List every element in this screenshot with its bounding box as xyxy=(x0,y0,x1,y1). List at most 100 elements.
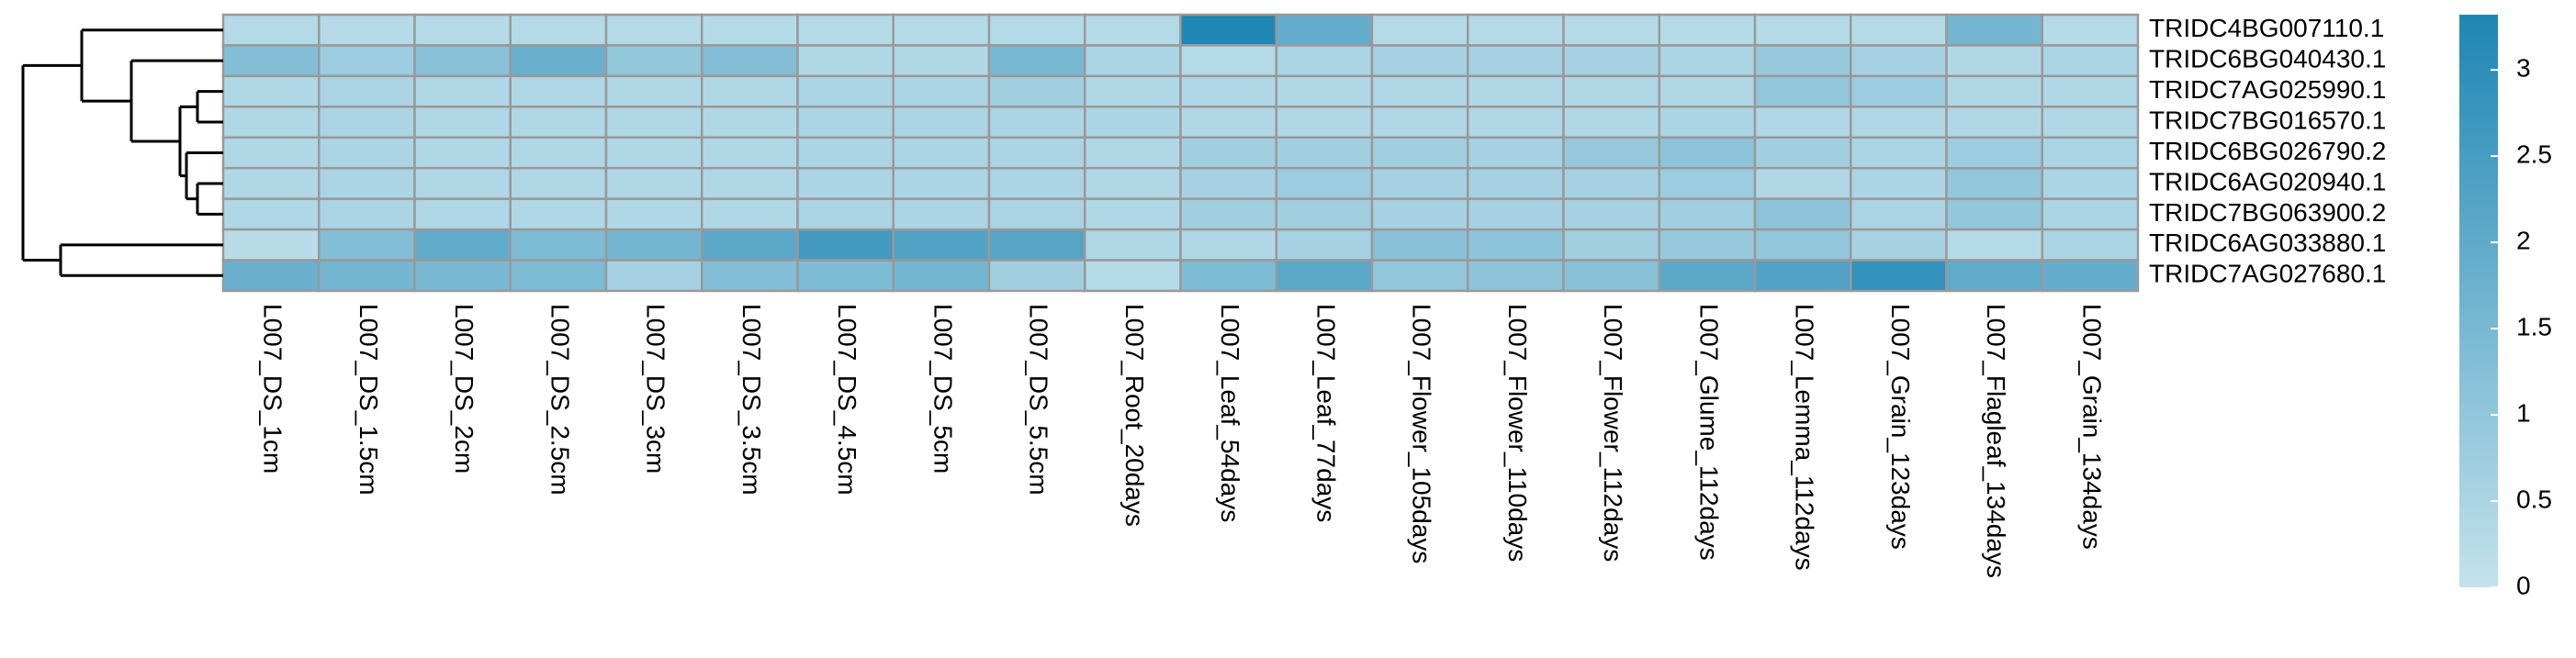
heatmap-cell xyxy=(1370,13,1469,47)
heatmap-cell xyxy=(796,136,894,170)
heatmap-cell xyxy=(1658,166,1757,200)
row-label: TRIDC6AG020940.1 xyxy=(2149,167,2386,195)
heatmap-cell xyxy=(1850,44,1948,78)
heatmap-cell xyxy=(1753,136,1852,170)
heatmap-cell xyxy=(701,44,799,78)
heatmap-cell xyxy=(892,136,991,170)
heatmap-cell xyxy=(2041,259,2140,293)
heatmap-cell xyxy=(1850,106,1948,139)
heatmap-cell xyxy=(892,197,991,231)
heatmap-cell xyxy=(221,136,321,170)
heatmap-cell xyxy=(701,197,799,231)
heatmap-cell xyxy=(318,259,416,293)
heatmap-cell xyxy=(1850,136,1948,170)
heatmap-cell xyxy=(1945,13,2043,47)
heatmap-cell xyxy=(604,13,703,47)
column-label: L007_Flower_112days xyxy=(1599,304,1627,562)
column-label: L007_Grain_123days xyxy=(1886,304,1915,550)
column-label: L007_Flower_105days xyxy=(1408,304,1436,563)
heatmap-cell xyxy=(509,74,608,108)
heatmap-cell xyxy=(1179,228,1277,262)
heatmap-cell xyxy=(221,74,321,108)
colorbar-tick-label: 2 xyxy=(2516,226,2531,254)
heatmap-cell xyxy=(2041,228,2140,262)
heatmap-cell xyxy=(1179,166,1277,200)
heatmap-cell xyxy=(1850,13,1948,47)
heatmap-cell xyxy=(509,166,608,200)
heatmap-cell xyxy=(1275,44,1374,78)
heatmap-cell xyxy=(1275,74,1374,108)
column-label: L007_Lemma_112days xyxy=(1791,304,1819,571)
heatmap-cell xyxy=(796,166,894,200)
heatmap-cell xyxy=(221,197,321,231)
heatmap-cell xyxy=(1850,259,1948,293)
heatmap-cell xyxy=(1370,166,1469,200)
column-label: L007_Leaf_54days xyxy=(1216,304,1244,522)
heatmap-cell xyxy=(987,197,1086,231)
heatmap-cell xyxy=(796,259,894,293)
heatmap-cell xyxy=(1753,13,1852,47)
heatmap-cell xyxy=(1850,74,1948,108)
heatmap-cell xyxy=(1562,13,1660,47)
heatmap-cell xyxy=(1370,197,1469,231)
heatmap-cell xyxy=(318,228,416,262)
row-label: TRIDC7AG025990.1 xyxy=(2149,75,2386,104)
heatmap-cell xyxy=(1562,44,1660,78)
heatmap-cell xyxy=(509,228,608,262)
heatmap-cell xyxy=(1562,197,1660,231)
heatmap-cell xyxy=(318,44,416,78)
heatmap-cell xyxy=(413,259,512,293)
heatmap-cell xyxy=(1467,106,1565,139)
heatmap-cell xyxy=(1945,259,2043,293)
row-label: TRIDC6BG040430.1 xyxy=(2149,45,2386,73)
heatmap-cell xyxy=(2041,13,2140,47)
heatmap-cell xyxy=(892,74,991,108)
heatmap-cell xyxy=(2041,44,2140,78)
heatmap-cell xyxy=(604,259,703,293)
heatmap-cell xyxy=(1179,136,1277,170)
heatmap-cell xyxy=(1275,197,1374,231)
heatmap-cell xyxy=(509,106,608,139)
heatmap-cell xyxy=(1084,106,1182,139)
heatmap-cell xyxy=(796,74,894,108)
row-label: TRIDC7BG016570.1 xyxy=(2149,106,2386,134)
heatmap-cell xyxy=(1179,197,1277,231)
heatmap-cell xyxy=(1370,44,1469,78)
heatmap-cell xyxy=(1753,44,1852,78)
heatmap-cell xyxy=(1850,228,1948,262)
heatmap-cell xyxy=(413,74,512,108)
heatmap-cell xyxy=(604,106,703,139)
heatmap-cell xyxy=(796,106,894,139)
heatmap-cell xyxy=(987,228,1086,262)
heatmap-cell xyxy=(413,13,512,47)
heatmap-cell xyxy=(413,197,512,231)
heatmap-cell xyxy=(413,44,512,78)
heatmap-cell xyxy=(1658,228,1757,262)
heatmap-cell xyxy=(1179,74,1277,108)
row-label: TRIDC7BG063900.2 xyxy=(2149,198,2386,227)
heatmap-cell xyxy=(1467,74,1565,108)
heatmap-cell xyxy=(701,228,799,262)
heatmap-cell xyxy=(1370,259,1469,293)
heatmap-cell xyxy=(604,228,703,262)
heatmap-cell xyxy=(318,197,416,231)
heatmap-cell xyxy=(509,136,608,170)
heatmap-cell xyxy=(1658,197,1757,231)
heatmap-cell xyxy=(1467,136,1565,170)
heatmap-cell xyxy=(1658,13,1757,47)
row-label: TRIDC7AG027680.1 xyxy=(2149,260,2386,288)
heatmap-cell xyxy=(1084,228,1182,262)
heatmap-cell xyxy=(892,44,991,78)
column-label: L007_DS_4.5cm xyxy=(833,304,861,496)
heatmap-cell xyxy=(1753,166,1852,200)
heatmap-cell xyxy=(2041,136,2140,170)
heatmap-cell xyxy=(701,259,799,293)
heatmap-cell xyxy=(1084,166,1182,200)
heatmap-cell xyxy=(1467,197,1565,231)
heatmap-cell xyxy=(892,259,991,293)
column-label: L007_DS_5.5cm xyxy=(1025,304,1053,496)
heatmap-cell xyxy=(1945,166,2043,200)
colorbar-tick-label: 2.5 xyxy=(2516,140,2552,169)
colorbar-tick-label: 1.5 xyxy=(2516,312,2552,340)
heatmap-cell xyxy=(701,166,799,200)
